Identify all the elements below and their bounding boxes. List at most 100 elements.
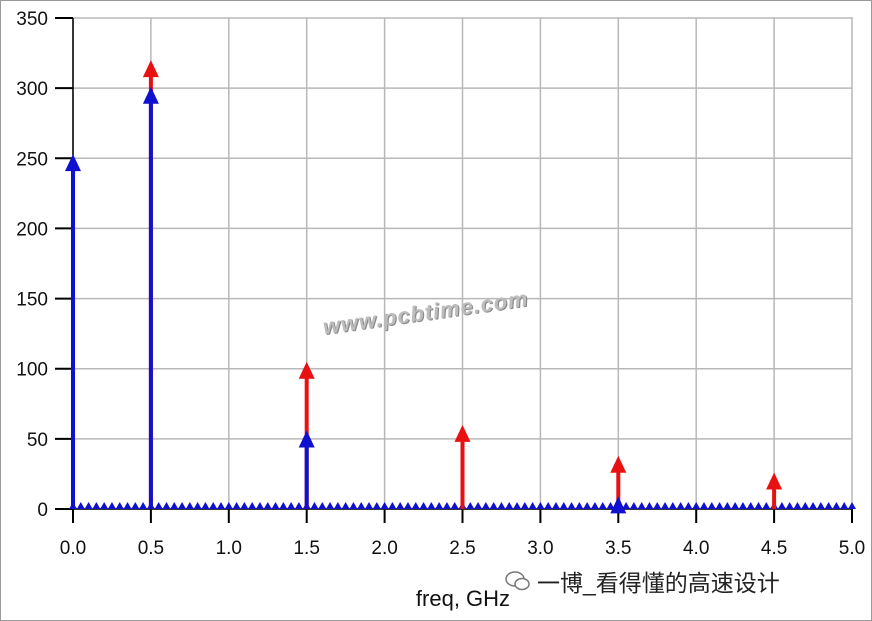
x-tick-label: 1.5	[293, 538, 319, 559]
baseline-point-marker	[450, 501, 459, 509]
baseline-point-marker	[139, 501, 148, 509]
baseline-point-marker	[777, 501, 786, 509]
baseline-point-marker	[154, 501, 163, 509]
baseline-point-marker	[435, 501, 444, 509]
baseline-point-marker	[785, 501, 794, 509]
baseline-point-marker	[396, 501, 405, 509]
baseline-point-marker	[583, 501, 592, 509]
baseline-point-marker	[513, 501, 522, 509]
y-tick-label: 150	[16, 290, 48, 311]
baseline-point-marker	[528, 501, 537, 509]
baseline-point-marker	[559, 501, 568, 509]
baseline-point-marker	[637, 501, 646, 509]
red-series-point-marker	[766, 472, 783, 490]
baseline-point-marker	[801, 501, 810, 509]
baseline-point-marker	[123, 501, 132, 509]
baseline-point-marker	[442, 501, 451, 509]
baseline-point-marker	[622, 501, 631, 509]
baseline-point-marker	[248, 501, 257, 509]
baseline-point-marker	[427, 501, 436, 509]
wechat-icon	[505, 571, 530, 591]
x-tick-label: 2.5	[449, 538, 475, 559]
baseline-point-marker	[731, 501, 740, 509]
baseline-point-marker	[217, 501, 226, 509]
baseline-point-marker	[76, 501, 85, 509]
baseline-point-marker	[403, 501, 412, 509]
baseline-point-marker	[840, 501, 849, 509]
baseline-point-marker	[224, 501, 233, 509]
baseline-point-marker	[201, 501, 210, 509]
baseline-point-marker	[692, 501, 701, 509]
blue-series-point-marker	[298, 430, 315, 448]
x-tick-label: 3.0	[527, 538, 553, 559]
baseline-point-marker	[209, 501, 218, 509]
baseline-point-marker	[575, 501, 584, 509]
baseline-point-marker	[590, 501, 599, 509]
x-tick-label: 3.5	[605, 538, 631, 559]
baseline-point-marker	[263, 501, 272, 509]
baseline-point-marker	[629, 501, 638, 509]
y-tick-label: 50	[27, 430, 48, 451]
y-tick-label: 250	[16, 149, 48, 170]
baseline-point-marker	[536, 501, 545, 509]
baseline-point-marker	[606, 501, 615, 509]
baseline-point-marker	[271, 501, 280, 509]
red-series-point-marker	[454, 424, 471, 442]
x-tick-label: 5.0	[839, 538, 865, 559]
x-tick-label: 0.5	[138, 538, 164, 559]
baseline-point-marker	[170, 501, 179, 509]
baseline-point-marker	[84, 501, 93, 509]
baseline-point-marker	[372, 501, 381, 509]
baseline-point-marker	[279, 501, 288, 509]
baseline-point-marker	[832, 501, 841, 509]
baseline-point-marker	[411, 501, 420, 509]
baseline-point-marker	[341, 501, 350, 509]
baseline-point-marker	[746, 501, 755, 509]
baseline-point-marker	[848, 501, 856, 509]
baseline-point-marker	[115, 501, 124, 509]
red-series-point-marker	[298, 361, 315, 379]
baseline-point-marker	[668, 501, 677, 509]
baseline-point-marker	[185, 501, 194, 509]
baseline-point-marker	[715, 501, 724, 509]
baseline-point-marker	[809, 501, 818, 509]
y-tick-label: 100	[16, 360, 48, 381]
baseline-point-marker	[520, 501, 529, 509]
baseline-point-marker	[723, 501, 732, 509]
baseline-point-marker	[162, 501, 171, 509]
baseline-point-marker	[551, 501, 560, 509]
baseline-point-marker	[419, 501, 428, 509]
baseline-point-marker	[544, 501, 553, 509]
red-series-point-marker	[610, 455, 627, 473]
baseline-point-marker	[466, 501, 475, 509]
x-tick-label: 4.5	[761, 538, 787, 559]
baseline-point-marker	[497, 501, 506, 509]
baseline-point-marker	[365, 501, 374, 509]
baseline-point-marker	[707, 501, 716, 509]
y-tick-label: 200	[16, 219, 48, 240]
baseline-point-marker	[816, 501, 825, 509]
baseline-point-marker	[349, 501, 358, 509]
baseline-point-marker	[505, 501, 514, 509]
baseline-point-marker	[481, 501, 490, 509]
baseline-point-marker	[489, 501, 498, 509]
baseline-point-marker	[738, 501, 747, 509]
baseline-point-marker	[357, 501, 366, 509]
baseline-point-marker	[287, 501, 296, 509]
x-tick-label: 1.0	[216, 538, 242, 559]
x-tick-label: 0.0	[60, 538, 86, 559]
y-tick-label: 0	[37, 500, 48, 521]
baseline-point-marker	[676, 501, 685, 509]
baseline-point-marker	[100, 501, 109, 509]
brand-caption: 一博_看得懂的高速设计	[505, 564, 780, 598]
baseline-point-marker	[178, 501, 187, 509]
baseline-point-marker	[474, 501, 483, 509]
baseline-point-marker	[92, 501, 101, 509]
baseline-point-marker	[684, 501, 693, 509]
baseline-point-marker	[661, 501, 670, 509]
baseline-point-marker	[824, 501, 833, 509]
baseline-point-marker	[326, 501, 335, 509]
blue-series-point-marker	[610, 496, 627, 514]
baseline-point-marker	[645, 501, 654, 509]
